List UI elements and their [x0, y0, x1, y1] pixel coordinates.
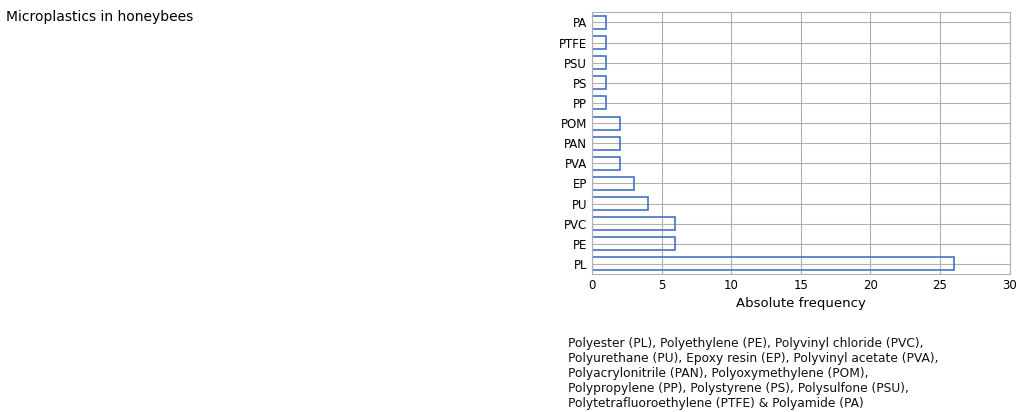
Bar — [592, 177, 634, 190]
Bar — [592, 16, 606, 29]
Bar — [592, 117, 620, 130]
Bar — [592, 197, 647, 210]
Bar — [592, 56, 606, 69]
Bar — [592, 237, 676, 250]
Text: Polyester (PL), Polyethylene (PE), Polyvinyl chloride (PVC),
Polyurethane (PU), : Polyester (PL), Polyethylene (PE), Polyv… — [568, 337, 939, 410]
X-axis label: Absolute frequency: Absolute frequency — [736, 297, 865, 310]
Bar — [592, 76, 606, 89]
Bar — [592, 36, 606, 49]
Bar — [592, 258, 954, 270]
Bar — [592, 217, 676, 230]
Bar — [592, 157, 620, 170]
Bar — [592, 96, 606, 110]
Text: Microplastics in honeybees: Microplastics in honeybees — [6, 10, 193, 24]
Bar — [592, 137, 620, 150]
